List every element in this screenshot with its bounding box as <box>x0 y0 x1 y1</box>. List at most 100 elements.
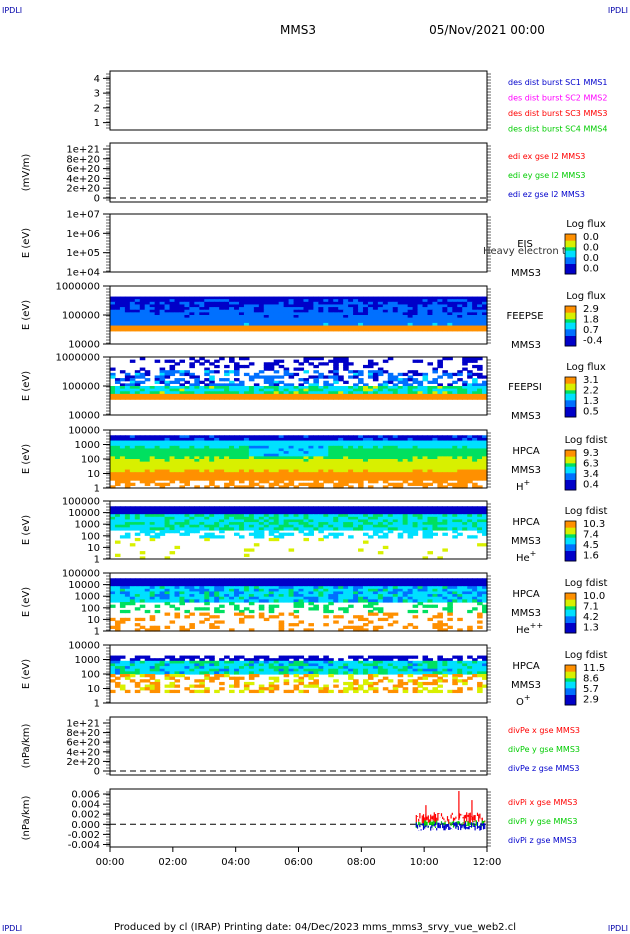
spectrogram-cell <box>437 522 443 526</box>
spectrogram-cell <box>253 474 260 479</box>
spectrogram-cell <box>110 301 116 306</box>
spectrogram-cell <box>288 386 295 390</box>
spectrogram-cell <box>139 580 146 585</box>
spectrogram-cell <box>343 312 349 316</box>
spectrogram-cell <box>219 301 225 306</box>
spectrogram-cell <box>258 480 265 484</box>
spectrogram-cell <box>234 472 240 476</box>
spectrogram-cell <box>457 506 463 510</box>
spectrogram-cell <box>362 472 369 476</box>
spectrogram-cell <box>283 482 290 486</box>
spectrogram-cell <box>268 461 275 465</box>
spectrogram-cell <box>387 325 394 329</box>
spectrogram-cell <box>313 393 319 398</box>
spectrogram-cell <box>402 445 409 450</box>
spectrogram-cell <box>422 474 429 479</box>
spectrogram-cell <box>253 477 260 481</box>
spectrogram-cell <box>308 301 314 306</box>
spectrogram-cell <box>477 328 483 332</box>
spectrogram-cell <box>313 309 319 313</box>
spectrogram-cell <box>452 519 458 523</box>
spectrogram-cell <box>204 315 210 319</box>
spectrogram-cell <box>477 472 483 476</box>
spectrogram-cell <box>437 315 443 319</box>
spectrogram-cell <box>164 469 171 473</box>
spectrogram-cell <box>467 480 473 484</box>
spectrogram-cell <box>144 296 151 300</box>
spectrogram-cell <box>258 312 265 316</box>
spectrogram-cell <box>362 506 369 510</box>
spectrogram-cell <box>253 372 260 377</box>
spectrogram-cell <box>174 440 181 444</box>
spectrogram-cell <box>457 456 463 460</box>
spectrogram-cell <box>412 437 419 442</box>
spectrogram-cell <box>204 537 210 542</box>
spectrogram-cell <box>377 307 384 311</box>
spectrogram-cell <box>199 391 205 395</box>
spectrogram-cell <box>293 506 300 510</box>
spectrogram-cell <box>372 315 379 319</box>
spectrogram-cell <box>229 522 235 526</box>
spectrogram-cell <box>164 482 171 486</box>
spectrogram-cell <box>313 315 319 319</box>
spectrogram-cell <box>323 511 329 515</box>
spectrogram-cell <box>219 328 225 332</box>
y-tick-label: 10 <box>87 469 100 480</box>
spectrogram-cell <box>179 309 186 313</box>
spectrogram-cell <box>318 307 324 311</box>
spectrogram-cell <box>462 367 468 371</box>
spectrogram-cell <box>293 299 300 303</box>
spectrogram-cell <box>447 459 453 463</box>
spectrogram-cell <box>209 304 215 308</box>
spectrogram-cell <box>318 317 324 321</box>
spectrogram-cell <box>174 477 181 481</box>
spectrogram-cell <box>323 508 329 513</box>
spectrogram-cell <box>367 437 374 442</box>
spectrogram-cell <box>204 535 210 539</box>
spectrogram-cell <box>313 588 319 593</box>
spectrogram-cell <box>442 508 448 513</box>
spectrogram-cell <box>318 440 324 444</box>
spectrogram-cell <box>407 309 414 313</box>
spectrogram-cell <box>119 393 126 398</box>
spectrogram-cell <box>283 508 290 513</box>
spectrogram-cell <box>372 435 379 439</box>
spectrogram-cell <box>387 511 394 515</box>
spectrogram-cell <box>248 578 255 582</box>
spectrogram-cell <box>278 527 285 531</box>
spectrogram-cell <box>214 315 220 319</box>
spectrogram-cell <box>308 312 314 316</box>
spectrogram-cell <box>283 367 290 371</box>
spectrogram-cell <box>134 393 141 398</box>
spectrogram-cell <box>253 312 260 316</box>
spectrogram-cell <box>184 325 190 329</box>
spectrogram-cell <box>353 386 359 390</box>
spectrogram-cell <box>447 328 453 332</box>
spectrogram-cell <box>214 506 220 510</box>
spectrogram-cell <box>432 472 438 476</box>
spectrogram-cell <box>482 508 488 513</box>
spectrogram-cell <box>367 453 374 457</box>
spectrogram-cell <box>348 461 354 465</box>
spectrogram-cell <box>432 464 438 468</box>
spectrogram-cell <box>288 396 295 400</box>
spectrogram-cell <box>477 461 483 465</box>
colorbar-frame <box>564 376 577 418</box>
spectrogram-cell <box>467 440 473 444</box>
spectrogram-cell <box>219 391 225 395</box>
spectrogram-cell <box>243 578 250 582</box>
spectrogram-cell <box>338 451 344 455</box>
spectrogram-cell <box>243 524 250 528</box>
spectrogram-cell <box>164 472 171 476</box>
spectrogram-cell <box>348 317 354 321</box>
instrument-label: FEEPSE <box>506 311 543 322</box>
spectrogram-cell <box>392 437 399 442</box>
spectrogram-cell <box>467 322 473 327</box>
spectrogram-cell <box>119 599 126 603</box>
spectrogram-cell <box>318 301 324 306</box>
spectrogram-cell <box>124 516 131 521</box>
spectrogram-cell <box>273 445 280 450</box>
spectrogram-cell <box>372 591 379 595</box>
spectrogram-cell <box>452 485 458 489</box>
spectrogram-cell <box>358 519 364 523</box>
